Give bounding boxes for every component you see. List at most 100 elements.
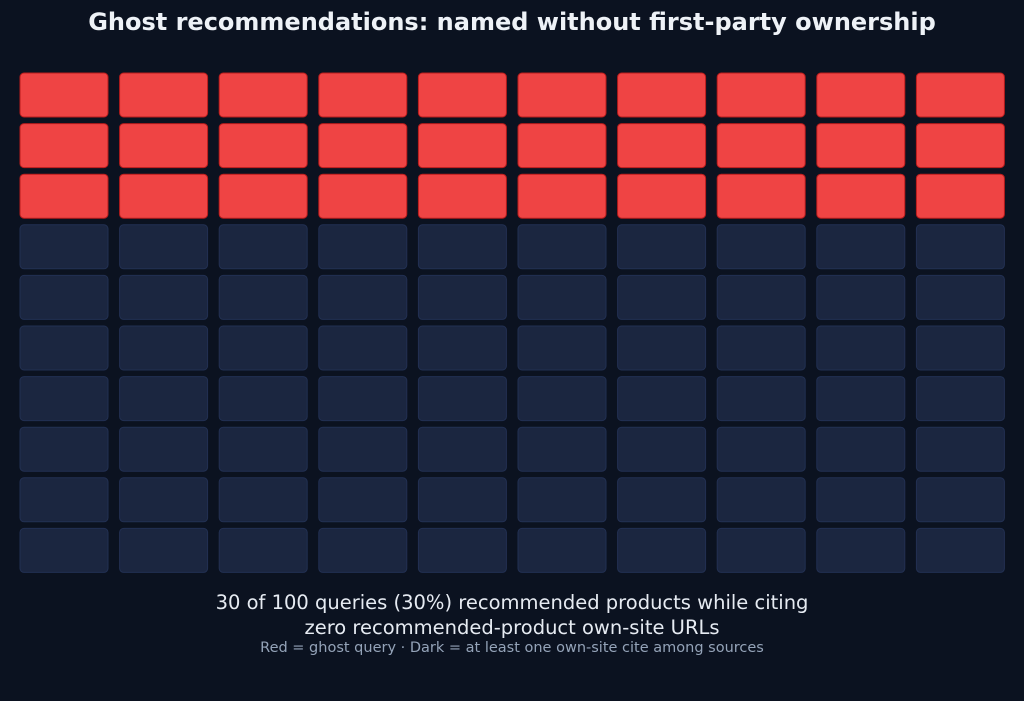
waffle-cell-ghost [318, 123, 408, 169]
waffle-cell-own-site [218, 477, 308, 523]
waffle-cell-own-site [218, 426, 308, 472]
waffle-cell-ghost [19, 123, 109, 169]
waffle-cell-own-site [119, 376, 209, 422]
waffle-cell-own-site [19, 274, 109, 320]
summary-caption: 30 of 100 queries (30%) recommended prod… [0, 590, 1024, 640]
waffle-cell-own-site [417, 426, 507, 472]
waffle-cell-own-site [119, 274, 209, 320]
waffle-cell-own-site [716, 376, 806, 422]
waffle-cell-own-site [318, 527, 408, 573]
waffle-cell-ghost [617, 72, 707, 118]
waffle-cell-own-site [119, 477, 209, 523]
waffle-cell-own-site [915, 224, 1005, 270]
waffle-cell-own-site [816, 376, 906, 422]
waffle-cell-own-site [218, 376, 308, 422]
waffle-cell-ghost [417, 123, 507, 169]
waffle-cell-own-site [517, 477, 607, 523]
waffle-cell-own-site [417, 376, 507, 422]
waffle-cell-own-site [915, 527, 1005, 573]
waffle-cell-own-site [417, 325, 507, 371]
waffle-cell-ghost [915, 123, 1005, 169]
waffle-cell-own-site [915, 325, 1005, 371]
waffle-cell-own-site [716, 426, 806, 472]
waffle-cell-ghost [517, 123, 607, 169]
waffle-cell-ghost [218, 123, 308, 169]
waffle-cell-ghost [716, 72, 806, 118]
waffle-cell-own-site [617, 527, 707, 573]
waffle-cell-own-site [617, 224, 707, 270]
waffle-cell-ghost [19, 173, 109, 219]
legend-note: Red = ghost query · Dark = at least one … [260, 640, 764, 656]
waffle-cell-own-site [318, 325, 408, 371]
waffle-cell-own-site [417, 224, 507, 270]
waffle-cell-own-site [716, 224, 806, 270]
waffle-cell-ghost [617, 173, 707, 219]
waffle-cell-ghost [318, 72, 408, 118]
waffle-cell-own-site [119, 426, 209, 472]
waffle-cell-own-site [816, 325, 906, 371]
waffle-cell-ghost [119, 123, 209, 169]
waffle-cell-own-site [318, 376, 408, 422]
chart-title: Ghost recommendations: named without fir… [88, 8, 936, 36]
waffle-cell-own-site [119, 224, 209, 270]
waffle-cell-own-site [517, 325, 607, 371]
waffle-cell-own-site [617, 274, 707, 320]
waffle-cell-ghost [915, 173, 1005, 219]
waffle-cell-own-site [816, 426, 906, 472]
summary-caption-line-2: zero recommended-product own-site URLs [304, 616, 720, 639]
waffle-cell-own-site [915, 477, 1005, 523]
waffle-cell-ghost [816, 173, 906, 219]
waffle-cell-ghost [816, 123, 906, 169]
waffle-cell-own-site [218, 274, 308, 320]
waffle-cell-own-site [816, 224, 906, 270]
waffle-cell-own-site [915, 376, 1005, 422]
waffle-cell-own-site [417, 274, 507, 320]
waffle-cell-ghost [119, 173, 209, 219]
waffle-cell-own-site [517, 376, 607, 422]
waffle-cell-own-site [417, 527, 507, 573]
waffle-cell-own-site [517, 527, 607, 573]
waffle-cell-own-site [19, 224, 109, 270]
waffle-cell-ghost [218, 72, 308, 118]
waffle-cell-own-site [119, 325, 209, 371]
waffle-cell-ghost [318, 173, 408, 219]
waffle-cell-own-site [19, 325, 109, 371]
waffle-cell-ghost [417, 72, 507, 118]
waffle-cell-own-site [517, 426, 607, 472]
waffle-cell-own-site [417, 477, 507, 523]
waffle-cell-own-site [716, 325, 806, 371]
waffle-cell-own-site [318, 224, 408, 270]
waffle-cell-own-site [19, 426, 109, 472]
waffle-cell-ghost [816, 72, 906, 118]
waffle-cell-ghost [218, 173, 308, 219]
waffle-cell-own-site [119, 527, 209, 573]
waffle-cell-ghost [915, 72, 1005, 118]
waffle-cell-own-site [716, 527, 806, 573]
waffle-cell-own-site [617, 376, 707, 422]
waffle-cell-ghost [517, 173, 607, 219]
waffle-cell-own-site [617, 426, 707, 472]
waffle-cell-own-site [318, 477, 408, 523]
waffle-cell-own-site [218, 224, 308, 270]
waffle-cell-own-site [19, 477, 109, 523]
waffle-cell-own-site [218, 325, 308, 371]
waffle-cell-own-site [517, 274, 607, 320]
waffle-cell-ghost [617, 123, 707, 169]
summary-caption-line-1: 30 of 100 queries (30%) recommended prod… [215, 591, 809, 614]
waffle-cell-own-site [816, 477, 906, 523]
waffle-cell-own-site [19, 376, 109, 422]
waffle-cell-ghost [19, 72, 109, 118]
waffle-cell-ghost [716, 173, 806, 219]
waffle-cell-own-site [318, 426, 408, 472]
waffle-cell-own-site [915, 426, 1005, 472]
waffle-cell-own-site [318, 274, 408, 320]
waffle-cell-ghost [716, 123, 806, 169]
waffle-cell-ghost [119, 72, 209, 118]
waffle-cell-ghost [417, 173, 507, 219]
waffle-cell-own-site [716, 274, 806, 320]
waffle-cell-own-site [517, 224, 607, 270]
waffle-cell-own-site [617, 477, 707, 523]
waffle-cell-own-site [19, 527, 109, 573]
waffle-cell-own-site [617, 325, 707, 371]
